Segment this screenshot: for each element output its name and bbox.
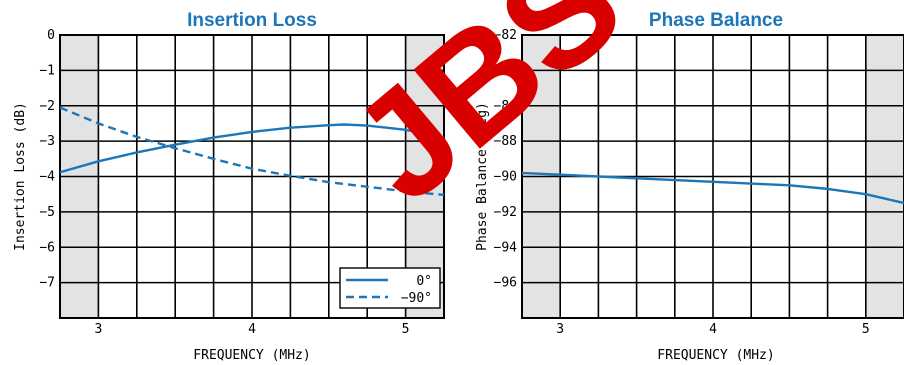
- phase-balance-chart: −82 −84 −86 −88 −90 −92 −94 −96 3 4 5 Phase Balance…: [475, 10, 904, 363]
- y-tick-label: −7: [39, 276, 55, 291]
- y-tick-label: −5: [39, 205, 55, 220]
- x-axis-label: FREQUENCY (MHz): [193, 348, 310, 363]
- y-axis-label: Phase Balance (deg): [475, 102, 490, 251]
- y-tick-label: −84: [494, 63, 518, 78]
- y-tick-label: −3: [39, 134, 55, 149]
- y-tick-label: −1: [39, 63, 55, 78]
- legend-label: −90°: [401, 291, 432, 306]
- x-tick-label: 5: [402, 322, 410, 337]
- x-tick-label: 4: [248, 322, 256, 337]
- series-line: [59, 106, 445, 197]
- plot-frame: [59, 34, 445, 319]
- y-axis-label: Insertion Loss (dB): [13, 102, 28, 251]
- y-tick-label: 0: [47, 28, 55, 43]
- y-tick-label: −4: [39, 170, 55, 185]
- series-line: [59, 123, 445, 174]
- series-line: [521, 171, 904, 205]
- y-tick-label: −92: [494, 205, 517, 220]
- y-tick-label: −6: [39, 240, 55, 255]
- y-tick-label: −90: [494, 170, 517, 185]
- x-tick-label: 5: [862, 322, 870, 337]
- y-tick-label: −94: [494, 240, 518, 255]
- x-tick-label: 3: [94, 322, 102, 337]
- legend-label: 0°: [416, 274, 432, 289]
- y-tick-label: −86: [494, 99, 517, 114]
- chart-title: Insertion Loss: [187, 10, 317, 31]
- x-tick-label: 4: [709, 322, 717, 337]
- plot-frame: [521, 34, 904, 319]
- y-tick-label: −96: [494, 276, 517, 291]
- chart-title: Phase Balance: [649, 10, 783, 31]
- legend: 0° −90°: [339, 267, 441, 309]
- y-tick-label: −82: [494, 28, 517, 43]
- insertion-loss-chart: 0 −1 −2 −3 −4 −5 −6 −7 3 4 5 Insertion Loss FREQUENC…: [13, 10, 445, 363]
- y-tick-label: −88: [494, 134, 517, 149]
- y-tick-label: −2: [39, 99, 55, 114]
- x-axis-label: FREQUENCY (MHz): [657, 348, 774, 363]
- legend-box: [339, 267, 441, 309]
- x-tick-label: 3: [556, 322, 564, 337]
